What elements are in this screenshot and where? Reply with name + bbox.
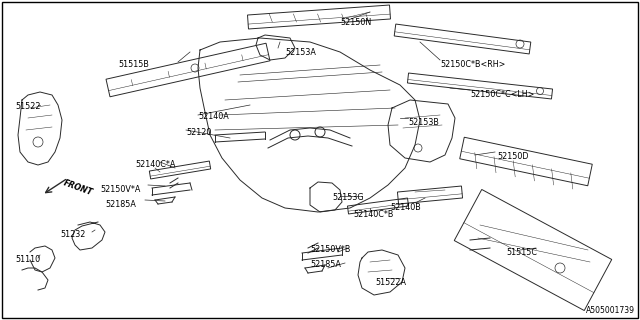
Text: 52140C*A: 52140C*A bbox=[135, 160, 175, 169]
Text: 51522: 51522 bbox=[15, 102, 40, 111]
Text: 52185A: 52185A bbox=[105, 200, 136, 209]
Text: 52150N: 52150N bbox=[340, 18, 371, 27]
Text: 52153A: 52153A bbox=[285, 48, 316, 57]
Text: 52140A: 52140A bbox=[198, 112, 228, 121]
Text: 52153G: 52153G bbox=[332, 193, 364, 202]
Text: 52150V*A: 52150V*A bbox=[100, 185, 140, 194]
Text: 52120: 52120 bbox=[186, 128, 211, 137]
Text: A505001739: A505001739 bbox=[586, 306, 635, 315]
Text: 52150C*B<RH>: 52150C*B<RH> bbox=[440, 60, 506, 69]
Text: 52150V*B: 52150V*B bbox=[310, 245, 350, 254]
Text: 52140B: 52140B bbox=[390, 203, 420, 212]
Text: FRONT: FRONT bbox=[62, 179, 94, 197]
Text: 52150D: 52150D bbox=[497, 152, 529, 161]
Text: 51515C: 51515C bbox=[506, 248, 537, 257]
Text: 51232: 51232 bbox=[60, 230, 85, 239]
Text: 52140C*B: 52140C*B bbox=[353, 210, 394, 219]
Text: 51110: 51110 bbox=[15, 255, 40, 264]
Text: 52153B: 52153B bbox=[408, 118, 439, 127]
Text: 51522A: 51522A bbox=[375, 278, 406, 287]
Text: 52185A: 52185A bbox=[310, 260, 341, 269]
Text: 52150C*C<LH>: 52150C*C<LH> bbox=[470, 90, 534, 99]
Text: 51515B: 51515B bbox=[118, 60, 149, 69]
